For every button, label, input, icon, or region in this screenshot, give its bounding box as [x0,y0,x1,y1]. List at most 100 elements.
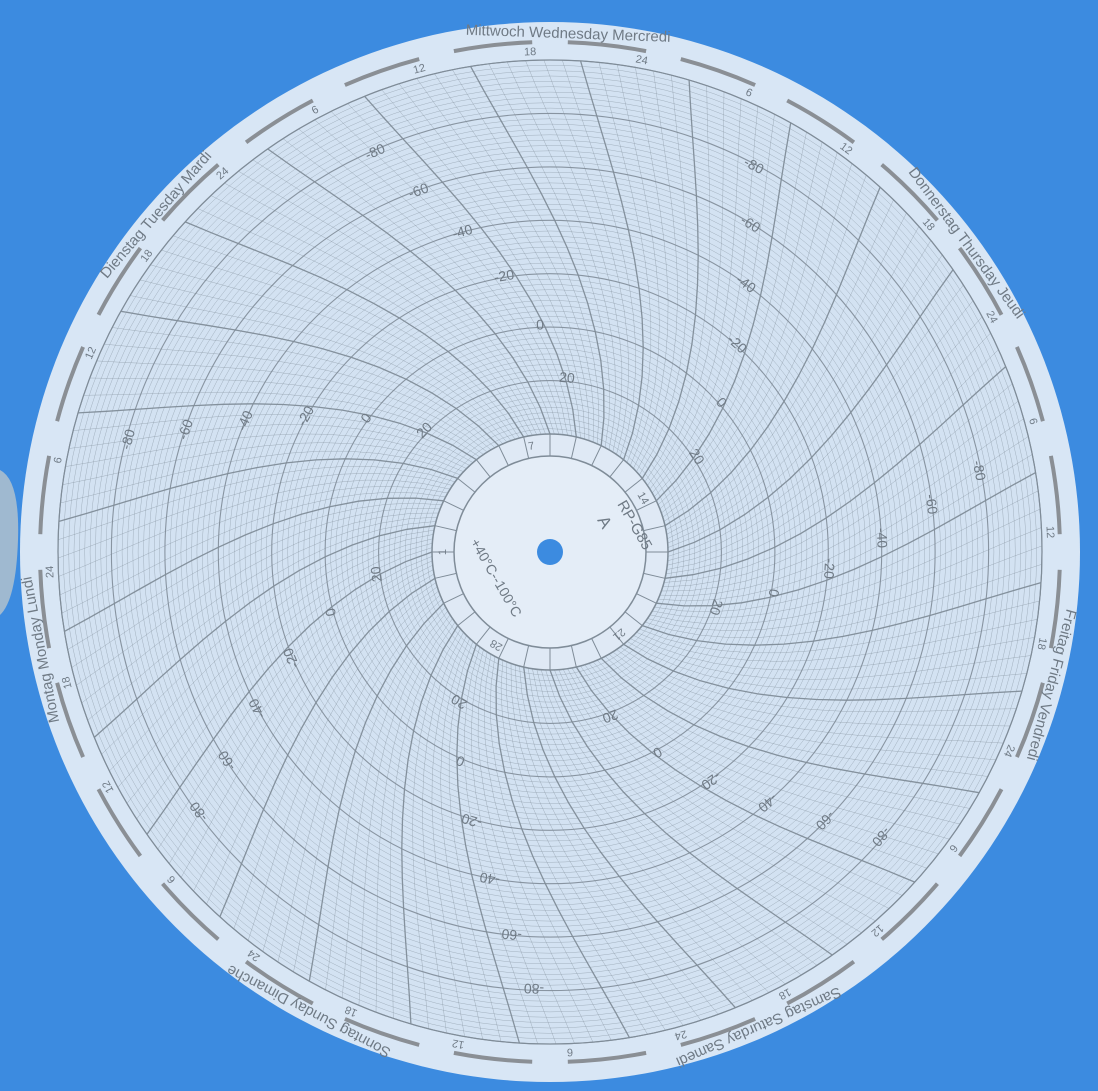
time-arc [431,635,467,1037]
temperature-ring [378,380,722,724]
temperature-ring [169,171,931,933]
hour-mark: 12 [83,345,99,361]
inner-tick [643,525,666,532]
temperature-ring [217,219,883,885]
time-arc [664,186,881,527]
time-arc [654,114,775,498]
time-arc [662,163,853,518]
inner-mark: 28 [488,637,505,654]
temperature-ring [212,214,888,890]
inner-mark: 7 [527,440,535,453]
hour-mark: 6 [744,86,754,99]
inner-tick [523,436,530,459]
time-arc [659,436,1029,597]
temperature-ring [95,97,1005,1007]
hour-mark: 18 [524,46,537,58]
inner-tick [434,572,457,579]
temperature-label: -60 [406,179,431,201]
temperature-ring [153,155,947,949]
time-arc [612,651,1004,744]
temperature-label: -60 [923,493,941,515]
time-arc [150,264,512,441]
temperature-ring [68,70,1032,1034]
time-arc [665,349,999,575]
inner-tick [523,645,530,668]
time-arc [448,641,502,1042]
time-arc [532,668,770,993]
time-arc [282,138,555,435]
time-arc [180,564,433,878]
hour-mark: 12 [1043,526,1055,539]
time-arc [562,60,636,458]
date-band-segment [38,455,52,535]
temperature-ring [276,278,824,826]
time-arc [567,668,890,909]
hour-mark: 24 [1001,743,1017,759]
time-arc [617,64,660,466]
time-arc [667,254,943,548]
temperature-ring [57,59,1043,1045]
temperature-label: 20 [558,369,575,386]
hour-mark: 24 [44,566,56,579]
temperature-label: -20 [279,646,302,671]
time-arc [604,656,988,777]
time-arc [93,525,436,738]
time-arc [662,400,1019,588]
time-arc [664,366,1007,579]
temperature-label: -60 [501,926,523,944]
time-arc [658,454,1033,602]
temperature-ring [84,86,1016,1018]
time-arc [224,182,538,435]
time-arc [61,491,446,614]
inner-tick [624,478,643,493]
time-arc [130,295,503,444]
time-arc [652,106,759,494]
time-arc [347,103,573,437]
temperature-ring [362,364,738,740]
time-arc [197,208,529,437]
hour-mark: 12 [451,1037,465,1051]
temperature-ring [143,145,957,959]
inner-tick [498,445,509,466]
time-arc [663,175,867,522]
time-arc [146,551,433,835]
time-arc [661,418,1024,592]
time-arc [619,646,1017,713]
temperature-ring [271,273,829,831]
date-band-segment [244,959,314,1006]
temperature-ring [340,342,760,762]
date-band-segment [96,788,143,858]
date-band-segment [957,788,1004,858]
time-arc [210,195,533,436]
temperature-label: -20 [459,810,483,831]
time-arc [73,414,474,463]
temperature-ring [148,150,952,954]
date-band-segment [244,98,314,145]
temperature-ring [89,91,1011,1013]
temperature-ring [175,177,925,927]
time-arc [525,60,623,453]
time-arc [633,67,669,469]
time-arc [470,66,605,446]
temperature-ring [330,332,770,772]
time-arc [588,663,950,840]
temperature-ring [383,385,717,719]
time-arc [575,666,916,883]
time-arc [562,669,876,922]
time-arc [87,521,437,721]
hour-mark: 6 [310,104,321,117]
time-arc [608,654,996,761]
time-arc [636,70,678,472]
time-arc [136,547,433,820]
time-arc [58,466,456,540]
temperature-ring [164,166,936,938]
temperature-ring [255,257,845,847]
time-arc [514,664,702,1021]
inner-tick [636,593,657,604]
time-arc [623,643,1022,701]
inner-tick [434,525,457,532]
temperature-label: -80 [117,427,138,451]
date-band-segment [161,163,220,222]
time-arc [649,527,1042,625]
time-arc [519,665,719,1015]
